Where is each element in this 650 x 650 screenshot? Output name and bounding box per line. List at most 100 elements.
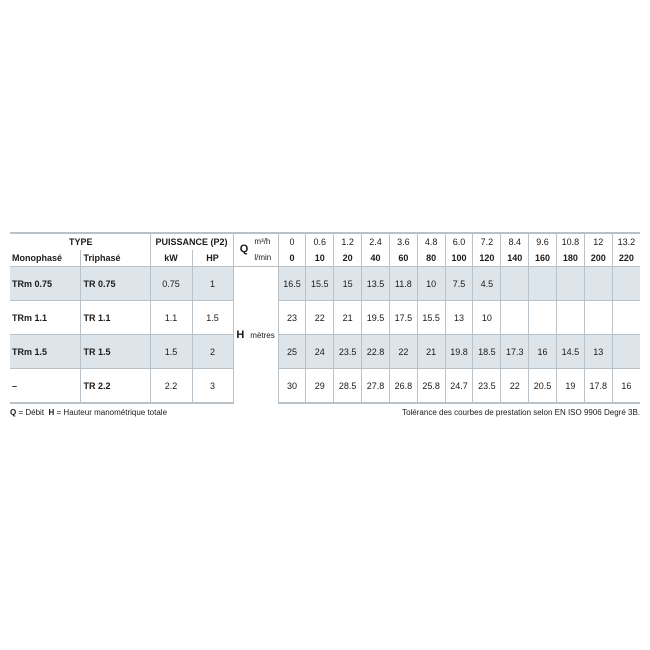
head-value: 22.8 bbox=[361, 334, 390, 369]
head-value: 16 bbox=[611, 368, 640, 404]
triphase-model: TR 0.75 bbox=[79, 266, 151, 301]
head-value: 30 bbox=[277, 368, 306, 404]
head-value: 13 bbox=[444, 300, 473, 335]
flow-m3h-cell: 8.4 bbox=[500, 232, 529, 250]
metres-label: mètres bbox=[250, 331, 275, 340]
monophase-model: – bbox=[10, 368, 80, 404]
flow-lmin-cell: 140 bbox=[500, 250, 529, 267]
h-label: H bbox=[236, 329, 245, 341]
head-value bbox=[528, 266, 557, 301]
power-kw: 1.1 bbox=[149, 300, 193, 335]
pump-performance-table-wrapper: TYPE PUISSANCE (P2) Qm³/h l/min 0 0.6 1.2 2.… bbox=[10, 232, 640, 404]
head-value: 10 bbox=[416, 266, 446, 301]
flow-m3h-cell: 13.2 bbox=[611, 232, 640, 250]
flow-m3h-cell: 6.0 bbox=[444, 232, 473, 250]
lmin-label: l/min bbox=[254, 253, 272, 262]
triphase-model: TR 1.5 bbox=[79, 334, 151, 369]
head-value: 19.8 bbox=[444, 334, 473, 369]
flow-lmin-cell: 40 bbox=[361, 250, 390, 267]
power-hp: 3 bbox=[191, 368, 234, 404]
head-value bbox=[555, 300, 585, 335]
triphase-model: TR 2.2 bbox=[79, 368, 151, 404]
legend-h: H bbox=[48, 408, 55, 417]
flow-lmin-cell: 120 bbox=[472, 250, 501, 267]
head-value bbox=[611, 300, 640, 335]
head-value: 22 bbox=[305, 300, 334, 335]
head-value: 13.5 bbox=[361, 266, 390, 301]
head-value bbox=[611, 266, 640, 301]
table-row: – TR 2.2 2.2 3 30 29 28.5 27.8 26.8 25.8 24.7 23.5 2… bbox=[10, 368, 640, 404]
monophase-header: Monophasé bbox=[12, 253, 63, 263]
head-value bbox=[500, 266, 529, 301]
head-value: 18.5 bbox=[472, 334, 501, 369]
power-header: PUISSANCE (P2) bbox=[149, 232, 234, 250]
head-value: 15.5 bbox=[416, 300, 446, 335]
flow-lmin-cell: 180 bbox=[555, 250, 585, 267]
head-value bbox=[500, 300, 529, 335]
head-value: 25 bbox=[277, 334, 306, 369]
power-hp: 1.5 bbox=[191, 300, 234, 335]
flow-m3h-cell: 0 bbox=[277, 232, 306, 250]
head-value: 17.5 bbox=[388, 300, 418, 335]
flow-lmin-cell: 220 bbox=[611, 250, 640, 267]
power-hp: 1 bbox=[191, 266, 234, 301]
head-value: 4.5 bbox=[472, 266, 501, 301]
head-value bbox=[583, 266, 613, 301]
power-hp: 2 bbox=[191, 334, 234, 369]
head-value: 29 bbox=[305, 368, 334, 404]
head-value bbox=[583, 300, 613, 335]
m3h-label: m³/h bbox=[254, 237, 271, 246]
head-value: 21 bbox=[416, 334, 446, 369]
head-value: 22 bbox=[388, 334, 418, 369]
table-row: TRm 1.1 TR 1.1 1.1 1.5 23 22 21 19.5 17.5 15.5 13 1… bbox=[10, 300, 640, 335]
power-kw: 2.2 bbox=[149, 368, 193, 404]
head-value: 26.8 bbox=[388, 368, 418, 404]
type-header: TYPE bbox=[10, 232, 151, 250]
triphase-model: TR 1.1 bbox=[79, 300, 151, 335]
flow-lmin-cell: 10 bbox=[305, 250, 334, 267]
head-value: 28.5 bbox=[333, 368, 362, 404]
head-value: 19 bbox=[555, 368, 585, 404]
flow-m3h-cell: 10.8 bbox=[555, 232, 585, 250]
head-value: 24.7 bbox=[444, 368, 473, 404]
flow-lmin-cell: 160 bbox=[528, 250, 557, 267]
flow-lmin-cell: 20 bbox=[333, 250, 362, 267]
legend-q-text: = Débit bbox=[18, 408, 45, 417]
head-value: 17.8 bbox=[583, 368, 613, 404]
head-value: 10 bbox=[472, 300, 501, 335]
flow-m3h-cell: 1.2 bbox=[333, 232, 362, 250]
flow-m3h-cell: 9.6 bbox=[528, 232, 557, 250]
triphase-header: Triphasé bbox=[79, 250, 151, 267]
head-value: 11.8 bbox=[388, 266, 418, 301]
head-value bbox=[528, 300, 557, 335]
legend-note: Q = Débit H = Hauteur manométrique total… bbox=[10, 408, 167, 417]
table-row: TRm 1.5 TR 1.5 1.5 2 25 24 23.5 22.8 22 21 19.8 18.… bbox=[10, 334, 640, 369]
head-value: 22 bbox=[500, 368, 529, 404]
power-kw: 0.75 bbox=[149, 266, 193, 301]
monophase-model: TRm 1.1 bbox=[10, 300, 80, 335]
head-value: 24 bbox=[305, 334, 334, 369]
q-label: Q bbox=[239, 243, 249, 256]
head-value: 21 bbox=[333, 300, 362, 335]
flow-lmin-cell: 0 bbox=[277, 250, 306, 267]
flow-m3h-cell: 7.2 bbox=[472, 232, 501, 250]
head-value: 13 bbox=[583, 334, 613, 369]
flow-lmin-cell: 100 bbox=[444, 250, 473, 267]
head-value: 25.8 bbox=[416, 368, 446, 404]
flow-m3h-cell: 0.6 bbox=[305, 232, 334, 250]
head-value: 19.5 bbox=[361, 300, 390, 335]
head-value: 23.5 bbox=[472, 368, 501, 404]
flow-lmin-cell: 200 bbox=[583, 250, 613, 267]
flow-lmin-cell: 80 bbox=[416, 250, 446, 267]
flow-m3h-cell: 4.8 bbox=[416, 232, 446, 250]
legend-h-text: = Hauteur manométrique totale bbox=[56, 408, 168, 417]
legend-q: Q bbox=[10, 408, 17, 417]
pump-performance-table: TYPE PUISSANCE (P2) Qm³/h l/min 0 0.6 1.2 2.… bbox=[10, 232, 640, 404]
hp-header: HP bbox=[191, 250, 234, 267]
head-value: 15 bbox=[333, 266, 362, 301]
tolerance-note: Tolérance des courbes de prestation selo… bbox=[402, 408, 640, 417]
head-value bbox=[555, 266, 585, 301]
head-value: 15.5 bbox=[305, 266, 334, 301]
